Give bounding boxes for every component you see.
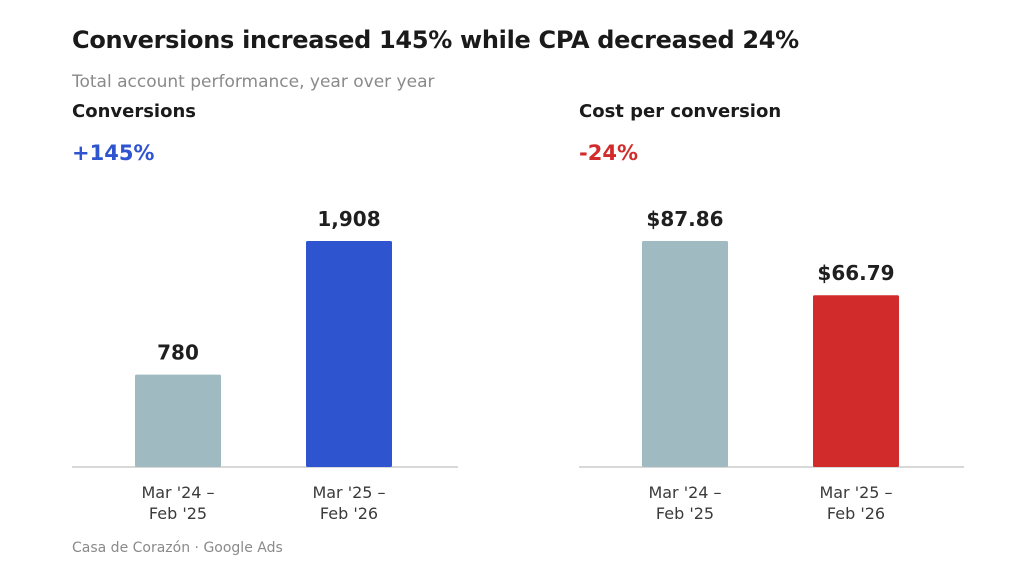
cpa-category-label-0-line-1: Feb '25 — [656, 504, 714, 523]
conversions-category-label-1-line-0: Mar '25 – — [312, 483, 385, 502]
cpa-category-label-1-line-1: Feb '26 — [827, 504, 885, 523]
conversions-panel-title: Conversions — [72, 101, 196, 122]
conversions-value-label-1: 1,908 — [317, 207, 380, 231]
cpa-bar-1 — [813, 295, 899, 467]
conversions-bar-0 — [135, 374, 221, 467]
page-title: Conversions increased 145% while CPA dec… — [72, 26, 799, 54]
cpa-bar-0 — [642, 241, 728, 467]
cpa-category-label-0-line-0: Mar '24 – — [648, 483, 721, 502]
conversions-category-label-1-line-1: Feb '26 — [320, 504, 378, 523]
conversions-category-label-0-line-0: Mar '24 – — [141, 483, 214, 502]
conversions-change: +145% — [72, 141, 155, 165]
source-footer: Casa de Corazón · Google Ads — [72, 540, 283, 556]
cpa-change: -24% — [579, 141, 638, 165]
conversions-category-label-0-line-1: Feb '25 — [149, 504, 207, 523]
cpa-panel-title: Cost per conversion — [579, 101, 782, 122]
cpa-value-label-1: $66.79 — [817, 261, 894, 285]
cpa-category-label-1-line-0: Mar '25 – — [819, 483, 892, 502]
conversions-bar-1 — [306, 241, 392, 467]
cpa-value-label-0: $87.86 — [646, 207, 723, 231]
conversions-value-label-0: 780 — [157, 341, 199, 365]
page-subtitle: Total account performance, year over yea… — [72, 72, 435, 92]
